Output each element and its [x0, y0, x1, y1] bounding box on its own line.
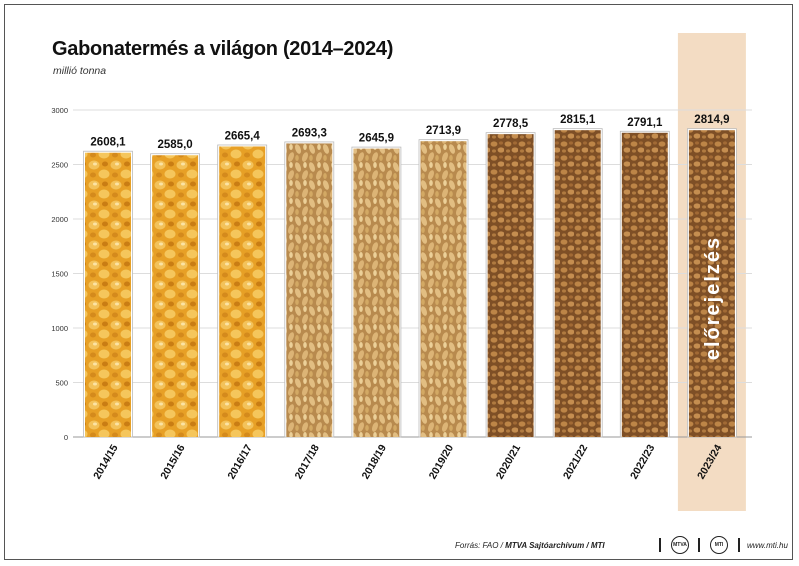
bar: [85, 152, 131, 437]
y-tick-label: 0: [64, 433, 68, 442]
value-label: 2608,1: [90, 137, 126, 149]
source-prefix: Forrás: FAO /: [455, 541, 506, 550]
forecast-label: előrejelzés: [702, 236, 724, 360]
value-label: 2814,9: [694, 114, 729, 126]
chart-title: Gabonatermés a világon (2014–2024): [52, 38, 394, 60]
bar: [554, 130, 601, 437]
value-label: 2815,1: [560, 114, 596, 126]
category-label: 2016/17: [225, 442, 254, 481]
value-label: 2791,1: [627, 117, 663, 129]
y-tick-label: 2500: [51, 161, 68, 170]
value-label: 2778,5: [493, 118, 529, 130]
source-bold: MTVA Sajtóarchívum / MTI: [505, 541, 605, 550]
category-label: 2021/22: [561, 442, 590, 481]
bar: [152, 155, 199, 438]
bar: [487, 134, 534, 437]
bar: [219, 146, 266, 437]
category-label: 2015/16: [158, 442, 187, 481]
y-tick-label: 1500: [51, 270, 68, 279]
category-label: 2019/20: [427, 442, 456, 481]
bar: [688, 130, 735, 437]
category-label: 2014/15: [91, 442, 120, 481]
category-label: 2017/18: [293, 442, 322, 481]
chart-frame: [4, 4, 793, 560]
value-label: 2665,4: [225, 130, 261, 142]
source-note: Forrás: FAO / MTVA Sajtóarchívum / MTI: [455, 541, 605, 550]
y-tick-label: 1000: [51, 324, 68, 333]
y-tick-label: 3000: [51, 106, 68, 115]
category-label: 2020/21: [494, 442, 523, 481]
category-label: 2018/19: [360, 442, 389, 481]
bar: [621, 132, 668, 438]
bar: [353, 148, 400, 437]
value-label: 2713,9: [426, 125, 461, 137]
y-tick-label: 2000: [51, 215, 68, 224]
category-label: 2022/23: [628, 442, 657, 481]
value-label: 2585,0: [158, 139, 193, 151]
bar: [286, 143, 333, 437]
value-label: 2693,3: [292, 127, 327, 139]
chart-subtitle: millió tonna: [53, 65, 107, 77]
y-tick-label: 500: [55, 379, 68, 388]
value-label: 2645,9: [359, 133, 394, 145]
bar: [420, 141, 467, 437]
